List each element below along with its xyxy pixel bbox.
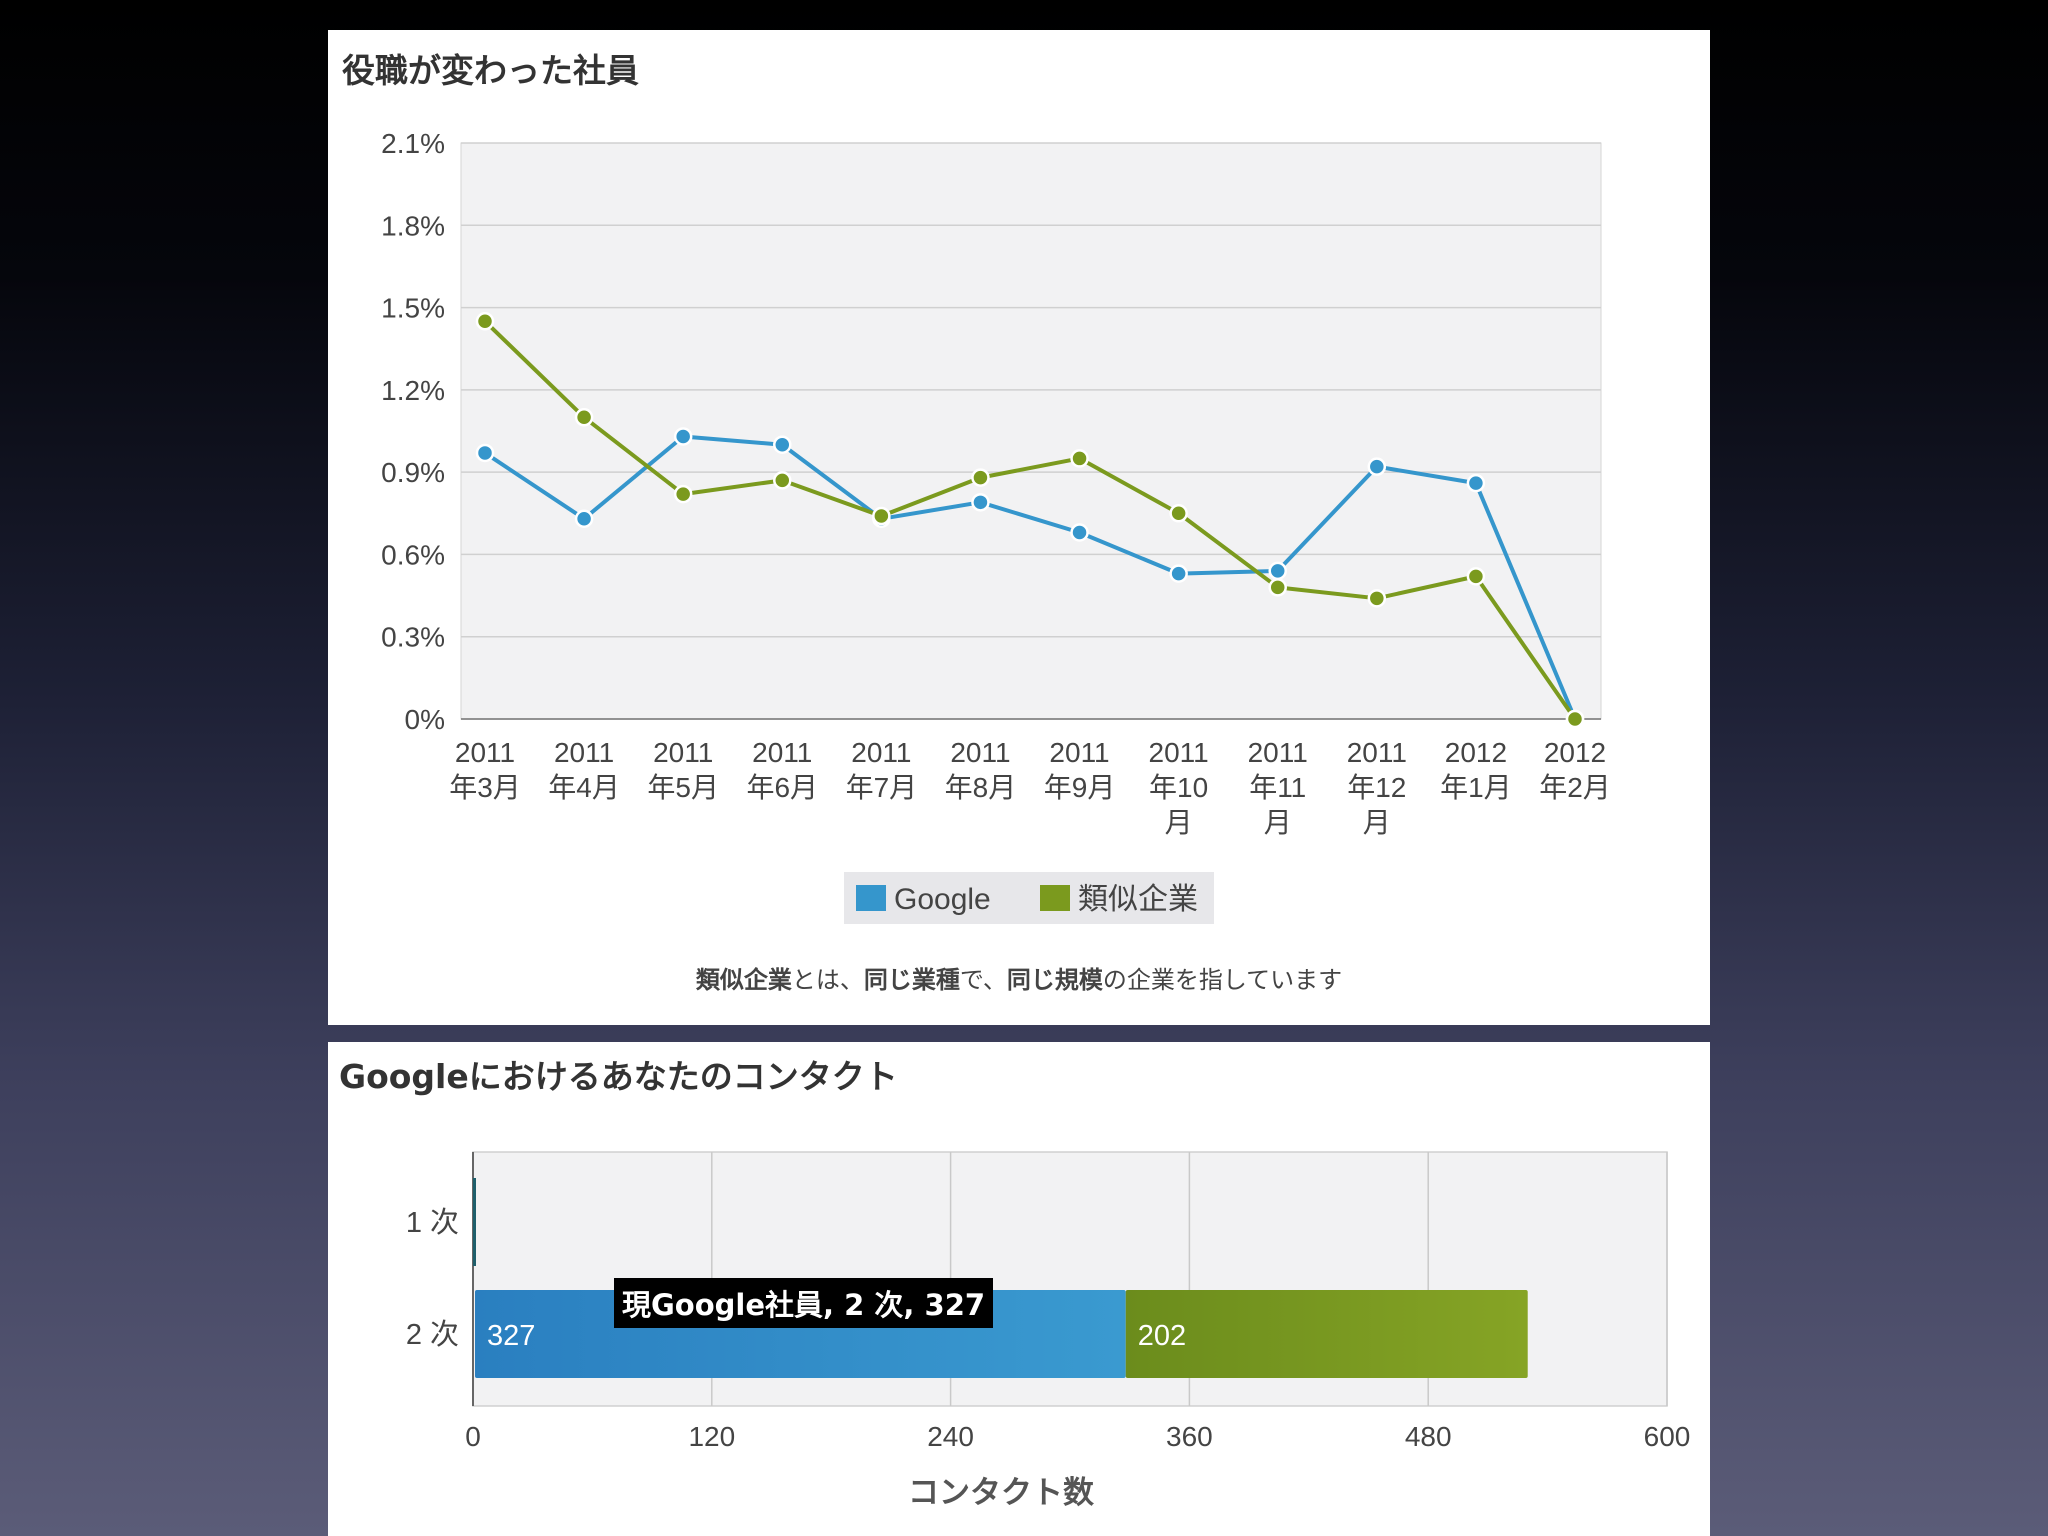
data-point: [1565, 709, 1585, 729]
footnote-part: とは、: [791, 966, 864, 994]
x-tick-label: 2011 年6月: [746, 737, 818, 803]
x-tick-label: 2012 年1月: [1440, 737, 1512, 803]
footnote-part: の企業を指しています: [1102, 966, 1343, 994]
footnote-part: で、: [959, 966, 1007, 994]
data-point: [475, 443, 495, 463]
legend-label: Google: [894, 883, 991, 916]
y-tick-label: 1.2%: [381, 375, 445, 406]
x-tick-label: 2012 年2月: [1539, 737, 1611, 803]
x-tick-label: 2011 年7月: [846, 737, 918, 803]
footnote-part: 同じ業種: [863, 966, 960, 994]
bar-chart: 0 120 240 360 480 600 1 次 2 次 327 202 コンタクト数: [406, 1151, 1691, 1510]
chart-panel-position-changes: 役職が変わった社員 0% 0.3% 0.6% 0.9% 1.2% 1.5% 1.8% 2.1%…: [328, 30, 1710, 1025]
footnote-part: 同じ規模: [1006, 966, 1103, 994]
series-line-0: [483, 434, 1577, 720]
y-tick-label: 1 次: [406, 1206, 459, 1239]
x-tick-label: 600: [1644, 1421, 1691, 1452]
data-point: [872, 506, 891, 526]
data-label: 202: [1138, 1320, 1186, 1352]
x-tick-label: 360: [1166, 1421, 1213, 1452]
chart-panel-contacts: Googleにおけるあなたのコンタクト 0 120 240 360 480 600 1 次 2…: [328, 1042, 1710, 1536]
data-point: [971, 493, 990, 512]
x-tick-label: 240: [927, 1421, 974, 1452]
data-point: [773, 471, 792, 490]
data-point: [574, 408, 594, 427]
x-tick-label: 2011 年10 月: [1149, 737, 1209, 838]
data-point: [1169, 504, 1188, 523]
data-point: [475, 312, 495, 331]
legend-swatch: [1040, 885, 1070, 911]
y-tick-label: 2 次: [406, 1318, 459, 1351]
y-tick-label: 0%: [405, 704, 445, 735]
data-point: [1466, 473, 1486, 493]
data-point: [1466, 567, 1486, 586]
line-chart: 0% 0.3% 0.6% 0.9% 1.2% 1.5% 1.8% 2.1% 2011 年3月 201…: [381, 128, 1611, 924]
data-point: [773, 435, 792, 454]
x-tick-label: 2011 年3月: [449, 737, 521, 803]
chart-title: 役職が変わった社員: [342, 51, 639, 90]
data-point: [673, 484, 693, 504]
data-point: [1367, 457, 1387, 476]
x-tick-label: 480: [1405, 1421, 1452, 1452]
chart-title: Googleにおけるあなたのコンタクト: [339, 1057, 898, 1096]
x-tick-label: 2011 年5月: [647, 737, 719, 803]
bar-segment: [473, 1178, 476, 1266]
legend-box: [844, 872, 1214, 924]
data-point: [1070, 449, 1089, 468]
footnote-part: 類似企業: [695, 966, 792, 994]
legend-label: 類似企業: [1078, 883, 1198, 916]
x-tick-label: 0: [465, 1421, 481, 1452]
x-tick-label: 2011 年12 月: [1347, 737, 1407, 838]
data-label: 327: [487, 1320, 535, 1352]
data-point: [971, 468, 990, 487]
y-tick-label: 1.8%: [381, 210, 445, 241]
bar-tooltip: 現Google社員, 2 次, 327: [614, 1278, 994, 1328]
data-point: [1070, 523, 1089, 542]
x-tick-label: 2011 年4月: [548, 737, 620, 803]
data-point: [574, 509, 594, 529]
y-tick-label: 0.3%: [381, 622, 445, 653]
y-tick-label: 0.6%: [381, 539, 445, 570]
data-point: [1169, 564, 1188, 583]
x-tick-label: 2011 年11 月: [1248, 737, 1308, 838]
plot-area: [460, 142, 1602, 720]
y-tick-label: 2.1%: [381, 128, 445, 159]
data-point: [673, 427, 693, 446]
x-tick-label: 2011 年8月: [945, 737, 1017, 803]
data-point: [1367, 589, 1387, 608]
series-line-1: [483, 319, 1577, 721]
legend-swatch: [856, 885, 886, 911]
chart-footnote: 類似企業とは、同じ業種で、同じ規模の企業を指しています: [328, 960, 1710, 995]
data-point: [1268, 578, 1287, 597]
data-point: [1268, 561, 1287, 581]
x-tick-label: 2011 年9月: [1044, 737, 1116, 803]
y-tick-label: 0.9%: [381, 457, 445, 488]
bar-segment: [1125, 1290, 1528, 1378]
x-axis-label: コンタクト数: [908, 1475, 1094, 1510]
x-tick-label: 120: [688, 1421, 735, 1452]
y-tick-label: 1.5%: [381, 293, 445, 324]
